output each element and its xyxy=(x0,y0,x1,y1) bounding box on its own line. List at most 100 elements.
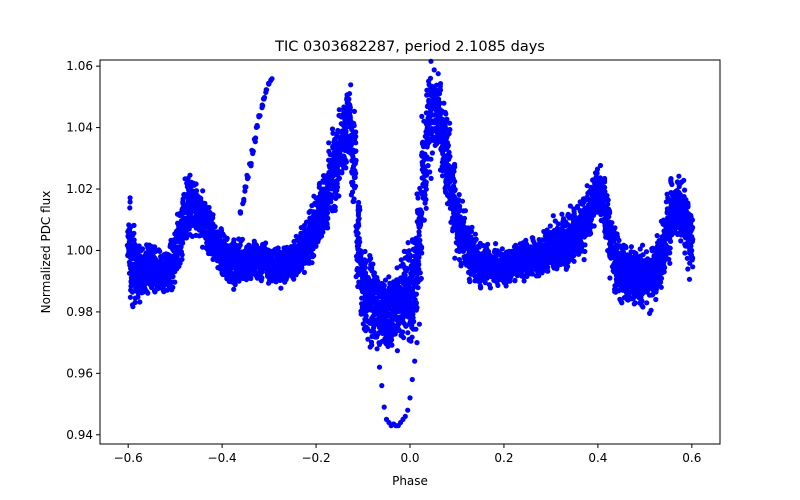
data-point xyxy=(172,279,178,285)
data-point xyxy=(527,271,533,277)
data-point xyxy=(513,249,519,255)
data-point xyxy=(152,287,158,293)
data-point xyxy=(161,289,167,295)
data-point xyxy=(189,233,195,239)
data-point xyxy=(352,185,358,191)
data-point xyxy=(537,268,543,274)
data-point xyxy=(531,254,538,260)
data-point xyxy=(330,144,336,151)
data-point xyxy=(352,149,358,155)
data-point xyxy=(362,257,368,263)
data-point xyxy=(363,279,369,285)
data-point xyxy=(226,278,232,284)
data-point xyxy=(357,207,363,213)
data-point xyxy=(435,91,441,97)
data-point xyxy=(190,197,196,203)
data-points xyxy=(124,58,696,429)
data-point xyxy=(326,174,332,180)
data-point xyxy=(415,252,421,259)
data-point xyxy=(394,348,400,354)
data-point xyxy=(428,175,434,181)
data-point xyxy=(316,236,322,242)
data-point xyxy=(335,127,341,134)
data-point xyxy=(405,330,411,336)
data-point xyxy=(401,274,407,280)
data-point xyxy=(405,303,412,309)
data-point xyxy=(165,254,171,260)
data-point xyxy=(311,223,317,229)
data-point xyxy=(410,311,416,317)
data-point xyxy=(415,207,422,213)
data-point xyxy=(428,58,434,64)
data-point xyxy=(437,81,444,87)
data-point xyxy=(377,287,383,293)
data-point xyxy=(343,128,349,134)
data-point xyxy=(273,278,279,284)
data-point xyxy=(367,255,373,261)
data-point xyxy=(423,205,429,211)
data-point xyxy=(478,284,484,290)
data-point xyxy=(191,182,197,188)
data-point xyxy=(452,186,458,193)
data-point xyxy=(127,199,133,205)
data-point xyxy=(361,266,367,272)
data-point xyxy=(128,283,134,289)
data-point xyxy=(499,246,505,252)
data-point xyxy=(341,163,347,169)
data-point xyxy=(435,97,441,103)
data-point xyxy=(428,112,434,118)
data-point xyxy=(521,278,527,284)
data-point xyxy=(376,294,383,300)
data-point xyxy=(137,284,143,290)
data-point xyxy=(441,100,447,106)
data-point xyxy=(292,245,298,251)
data-point xyxy=(369,315,375,321)
data-point xyxy=(127,205,133,211)
data-point xyxy=(246,242,252,248)
data-point xyxy=(263,240,269,246)
data-point xyxy=(410,326,416,332)
data-point xyxy=(255,255,261,261)
data-point xyxy=(389,321,395,327)
data-point xyxy=(467,279,473,285)
data-point xyxy=(448,174,454,180)
data-point xyxy=(176,263,182,269)
data-point xyxy=(224,235,230,241)
data-point xyxy=(299,265,305,271)
data-point xyxy=(133,260,140,266)
data-point xyxy=(180,220,186,226)
data-point xyxy=(505,278,511,284)
data-point xyxy=(427,169,433,175)
data-point xyxy=(130,304,136,310)
data-point xyxy=(417,270,423,276)
data-point xyxy=(132,244,138,250)
data-point xyxy=(218,226,224,232)
data-point xyxy=(447,195,453,201)
data-point xyxy=(137,299,143,305)
data-point xyxy=(443,111,449,117)
data-point xyxy=(382,314,388,320)
data-point xyxy=(472,231,478,237)
data-point xyxy=(494,258,500,264)
data-point xyxy=(241,263,247,269)
data-point xyxy=(326,191,332,197)
data-point xyxy=(199,203,205,209)
data-point xyxy=(493,241,499,247)
data-point xyxy=(420,160,426,166)
data-point xyxy=(198,225,204,231)
data-point xyxy=(387,338,393,345)
data-point xyxy=(354,229,360,235)
data-point xyxy=(127,294,133,300)
data-point xyxy=(174,211,181,217)
data-point xyxy=(351,108,357,114)
data-point xyxy=(236,278,242,284)
data-point xyxy=(320,204,326,210)
data-point xyxy=(416,229,422,235)
data-point xyxy=(157,248,163,254)
data-point xyxy=(184,184,190,190)
data-point xyxy=(152,255,158,261)
data-point xyxy=(231,286,237,292)
data-point xyxy=(326,140,332,146)
data-point xyxy=(512,277,518,283)
data-point xyxy=(440,151,446,157)
